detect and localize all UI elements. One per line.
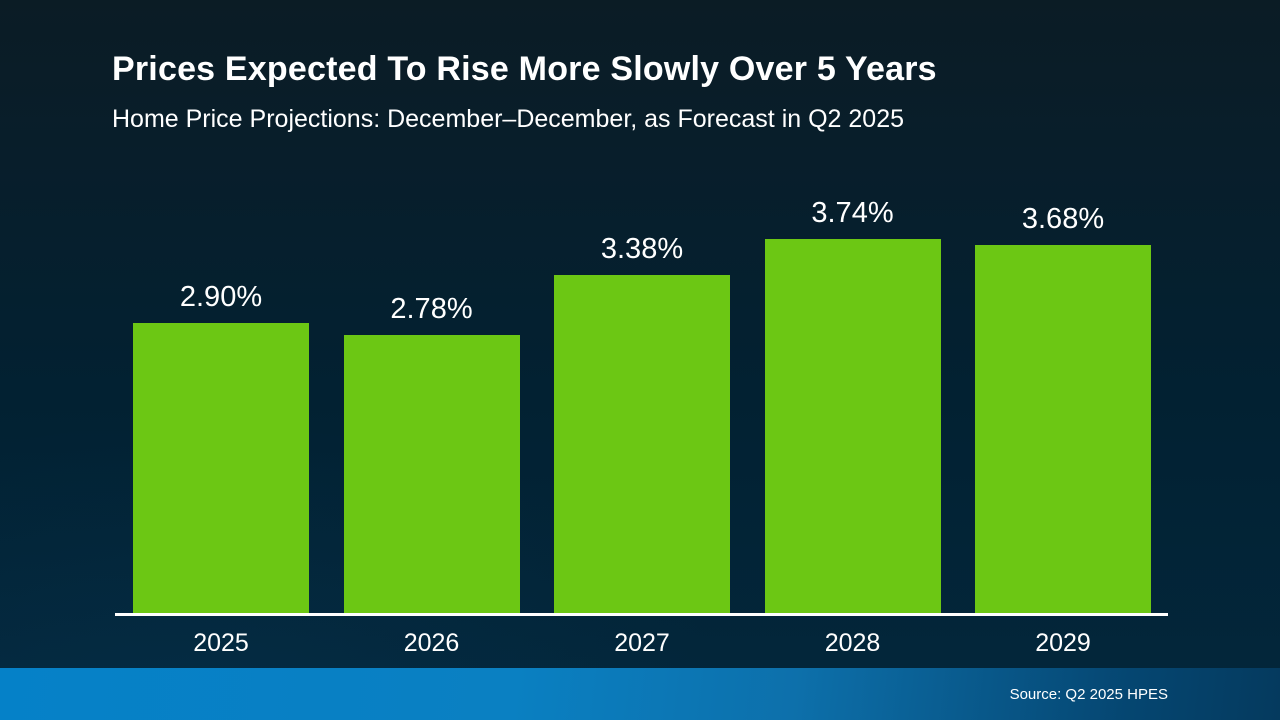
bar-column: 3.68%: [975, 165, 1151, 613]
footer-band: Source: Q2 2025 HPES: [0, 668, 1280, 720]
bar-chart: 2.90% 2.78% 3.38% 3.74% 3.68%: [116, 165, 1168, 613]
chart-subtitle: Home Price Projections: December–Decembe…: [112, 105, 905, 133]
x-axis-labels: 2025 2026 2027 2028 2029: [116, 629, 1168, 658]
x-axis-label: 2029: [1035, 629, 1091, 657]
bar-column: 2.90%: [133, 165, 309, 613]
chart-title: Prices Expected To Rise More Slowly Over…: [112, 50, 937, 88]
bar-value-label: 2.90%: [179, 281, 263, 313]
bar-value-label: 3.74%: [811, 197, 894, 229]
bar: [343, 335, 520, 613]
x-axis-label: 2026: [403, 629, 460, 657]
bar-value-label: 2.78%: [390, 293, 473, 325]
x-axis-label: 2028: [824, 629, 881, 657]
bar-column: 3.38%: [554, 165, 730, 613]
bar-column: 2.78%: [343, 165, 520, 613]
bar: [975, 245, 1151, 613]
x-axis-label: 2027: [614, 629, 670, 657]
bar-value-label: 3.68%: [1021, 203, 1105, 235]
bar: [554, 275, 730, 613]
bar: [764, 239, 941, 613]
x-axis-line: [115, 613, 1168, 616]
bar: [133, 323, 309, 613]
bar-value-label: 3.38%: [600, 233, 684, 265]
x-axis-label: 2025: [193, 629, 249, 657]
bar-column: 3.74%: [764, 165, 941, 613]
source-note: Source: Q2 2025 HPES: [1009, 685, 1168, 703]
